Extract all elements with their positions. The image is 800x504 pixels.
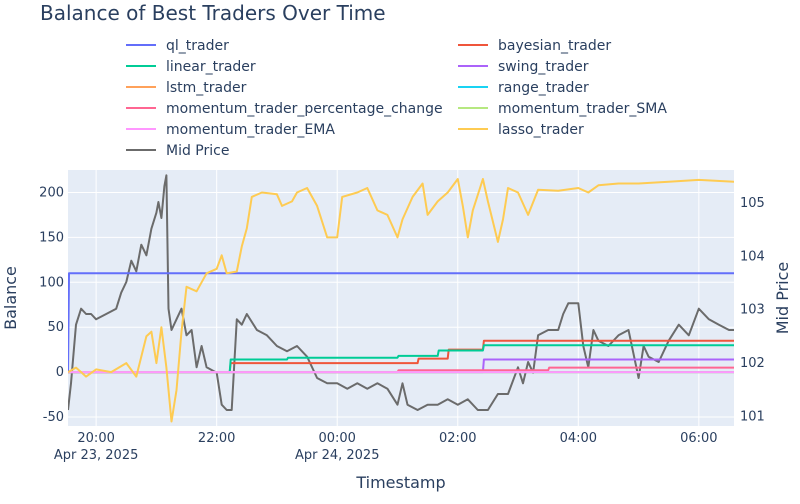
y-tick-label: 100 xyxy=(39,275,64,290)
x-axis-title: Timestamp xyxy=(355,473,445,492)
x-tick-label: 22:00 xyxy=(198,431,235,446)
legend-label: ql_trader xyxy=(166,38,229,54)
legend-item[interactable]: range_trader xyxy=(458,80,589,96)
legend-item[interactable]: momentum_trader_percentage_change xyxy=(126,101,443,117)
legend-label: momentum_trader_percentage_change xyxy=(166,101,443,117)
x-axis: 20:00 Apr 23, 2025 22:00 00:00 Apr 24, 2025 0… xyxy=(54,431,718,463)
x-tick-label: 04:00 xyxy=(560,431,597,446)
x-tick-label: 02:00 xyxy=(439,431,476,446)
x-tick-label: 06:00 xyxy=(680,431,717,446)
y-axis-title: Balance xyxy=(1,266,20,330)
y-tick-label: 0 xyxy=(56,365,64,380)
y-tick-label: 50 xyxy=(47,320,64,335)
legend-label: lstm_trader xyxy=(166,80,247,96)
y2-tick-label: 104 xyxy=(740,249,765,264)
legend-item[interactable]: linear_trader xyxy=(126,59,256,75)
legend-label: range_trader xyxy=(498,80,589,96)
legend-label: bayesian_trader xyxy=(498,38,611,54)
series-line-ql-trader xyxy=(68,272,734,373)
legend-item[interactable]: lasso_trader xyxy=(458,122,584,138)
x-tick-date-label: Apr 24, 2025 xyxy=(295,448,380,463)
y2-axis-title: Mid Price xyxy=(773,262,792,335)
y-tick-label: -50 xyxy=(43,410,64,425)
legend-label: linear_trader xyxy=(166,59,256,75)
legend-item[interactable]: bayesian_trader xyxy=(458,38,611,54)
series-layer xyxy=(68,174,734,423)
legend-item[interactable]: Mid Price xyxy=(126,143,229,159)
chart-title: Balance of Best Traders Over Time xyxy=(40,1,386,25)
y-axis-left: -50 0 50 100 150 200 xyxy=(39,185,64,425)
legend-item[interactable]: swing_trader xyxy=(458,59,589,75)
series-line-lasso-trader xyxy=(68,178,734,423)
legend-label: lasso_trader xyxy=(498,122,584,138)
y2-tick-label: 101 xyxy=(740,409,765,424)
x-tick-label: 20:00 xyxy=(77,431,114,446)
legend-label: swing_trader xyxy=(498,59,589,75)
legend-label: Mid Price xyxy=(166,143,229,159)
series-line-mid-price xyxy=(68,174,734,411)
legend-item[interactable]: lstm_trader xyxy=(126,80,247,96)
y2-tick-label: 105 xyxy=(740,196,765,211)
x-tick-label: 00:00 xyxy=(318,431,355,446)
plot-area xyxy=(68,170,734,426)
legend-label: momentum_trader_EMA xyxy=(166,122,335,138)
legend-item[interactable]: ql_trader xyxy=(126,38,229,54)
legend-item[interactable]: momentum_trader_SMA xyxy=(458,101,667,117)
series-line-linear-trader xyxy=(68,344,734,374)
y-tick-label: 200 xyxy=(39,185,64,200)
legend[interactable]: ql_trader bayesian_trader linear_trader swi… xyxy=(126,38,667,159)
x-tick-date-label: Apr 23, 2025 xyxy=(54,448,139,463)
legend-label: momentum_trader_SMA xyxy=(498,101,667,117)
y-tick-label: 150 xyxy=(39,230,64,245)
y2-tick-label: 102 xyxy=(740,356,765,371)
y2-tick-label: 103 xyxy=(740,303,765,318)
y-axis-right: 101 102 103 104 105 xyxy=(740,196,765,424)
legend-item[interactable]: momentum_trader_EMA xyxy=(126,122,335,138)
